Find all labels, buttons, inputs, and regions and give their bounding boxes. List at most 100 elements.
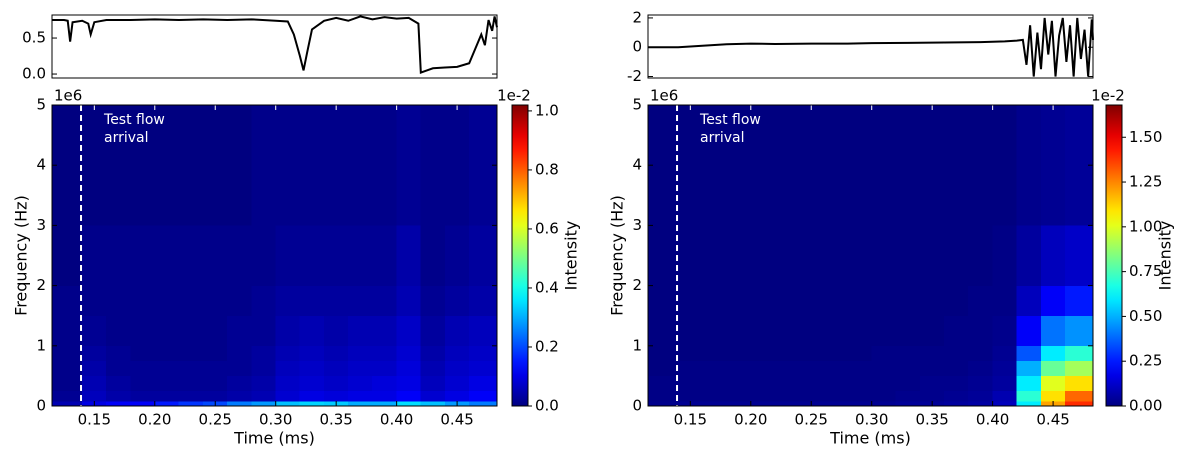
heat-cell [130, 360, 156, 377]
heat-cell [130, 285, 156, 316]
x-tick-label: 0.45 [440, 411, 473, 429]
heat-cell [178, 104, 204, 226]
heat-cell [154, 315, 180, 347]
signal-line [648, 17, 1094, 77]
heat-cell [130, 390, 156, 402]
heat-cell [702, 285, 727, 316]
heat-cell [1040, 315, 1066, 347]
heat-cell [677, 225, 703, 286]
heat-cell [798, 285, 824, 316]
heat-cell [396, 375, 422, 392]
heat-cell [871, 225, 897, 286]
heat-cell [847, 390, 872, 402]
heat-cell [647, 104, 679, 226]
colorbar-tick-label: 0.8 [535, 160, 559, 178]
heat-cell [871, 315, 897, 347]
heat-cell [1064, 400, 1094, 407]
heat-cell [178, 390, 204, 402]
colorbar-tick-label: 0.4 [535, 278, 559, 296]
heat-cell [871, 360, 897, 377]
colorbar-tick-label: 0.0 [535, 397, 559, 415]
heat-cell [750, 315, 776, 347]
heat-cell [774, 360, 800, 377]
x-tick-label: 0.25 [199, 411, 232, 429]
heat-cell [798, 345, 824, 362]
heat-cell [1016, 315, 1042, 347]
heat-cell [823, 400, 848, 407]
colorbar-tick-label: 0.50 [1129, 307, 1162, 325]
heat-cell [871, 345, 897, 362]
heat-cell [130, 225, 156, 286]
heat-cell [299, 104, 325, 226]
x-axis-label: Time (ms) [233, 429, 315, 448]
heat-cell [154, 225, 180, 286]
heat-cell [1040, 225, 1066, 286]
signal-line [52, 15, 498, 74]
heat-cell [1016, 345, 1042, 362]
axes-frame [647, 14, 1094, 79]
heat-cell [202, 360, 228, 377]
heat-cell [348, 375, 373, 392]
heat-cell [323, 285, 349, 316]
heat-cell [702, 225, 727, 286]
heat-cell [823, 285, 848, 316]
heat-cell [299, 390, 325, 402]
heat-cell [968, 390, 993, 402]
heat-cell [468, 285, 498, 316]
heat-cell [1064, 375, 1094, 392]
heat-cell [944, 345, 969, 362]
heat-cell [468, 315, 498, 347]
heat-cell [251, 390, 276, 402]
heat-cell [348, 225, 373, 286]
heat-cell [154, 345, 180, 362]
heat-cell [968, 285, 993, 316]
heat-cell [154, 400, 180, 407]
heat-cell [871, 375, 897, 392]
y-offset-label: 1e6 [650, 87, 678, 105]
heat-cell [178, 400, 204, 407]
heat-cell [372, 360, 397, 377]
heat-cell [372, 345, 397, 362]
heat-cell [106, 390, 131, 402]
heat-cell [774, 315, 800, 347]
y-tick-label: 3 [36, 216, 46, 234]
heat-cell [323, 360, 349, 377]
colorbar-offset-label: 1e-2 [1091, 87, 1125, 105]
colorbar-offset-label: 1e-2 [497, 87, 531, 105]
y-axis-label: Frequency (Hz) [12, 195, 31, 316]
heat-cell [919, 104, 945, 226]
heat-cell [702, 360, 727, 377]
heat-cell [1040, 285, 1066, 316]
heat-cell [227, 225, 252, 286]
heat-cell [944, 400, 969, 407]
heat-cell [726, 400, 752, 407]
heat-cell [847, 285, 872, 316]
heat-cell [348, 285, 373, 316]
heat-cell [323, 315, 349, 347]
heat-cell [202, 225, 228, 286]
heat-cell [726, 390, 752, 402]
heat-cell [51, 285, 83, 316]
annotation: arrival [104, 130, 148, 146]
heat-cell [774, 345, 800, 362]
annotation: arrival [700, 130, 745, 146]
heat-cell [468, 375, 498, 392]
heat-cell [275, 345, 301, 362]
heat-cell [968, 400, 993, 407]
heat-cell [774, 390, 800, 402]
y-tick-label: 0 [632, 38, 642, 56]
heat-cell [702, 315, 727, 347]
x-axis-label: Time (ms) [829, 429, 911, 448]
heat-cell [420, 104, 446, 226]
heat-cell [919, 345, 945, 362]
heat-cell [299, 315, 325, 347]
heat-cell [992, 345, 1018, 362]
heat-cell [348, 104, 373, 226]
heat-cell [726, 345, 752, 362]
heat-cell [323, 375, 349, 392]
heat-cell [323, 345, 349, 362]
y-tick-label: 0 [36, 397, 46, 415]
heat-cell [468, 104, 498, 226]
heat-cell [647, 360, 679, 377]
heat-cell [444, 390, 470, 402]
